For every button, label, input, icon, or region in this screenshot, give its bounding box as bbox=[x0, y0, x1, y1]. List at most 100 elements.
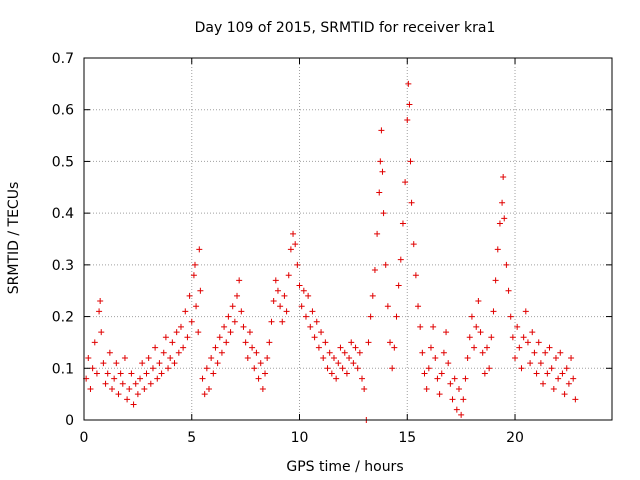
data-point bbox=[537, 360, 544, 367]
data-point bbox=[365, 339, 372, 346]
data-point bbox=[542, 349, 549, 356]
data-point bbox=[395, 282, 402, 289]
data-point bbox=[130, 401, 137, 408]
data-point bbox=[109, 385, 116, 392]
data-point bbox=[352, 344, 359, 351]
y-tick-label: 0.1 bbox=[52, 361, 74, 377]
data-point bbox=[507, 313, 514, 320]
data-point bbox=[410, 241, 417, 248]
data-point bbox=[565, 380, 572, 387]
x-axis-label: GPS time / hours bbox=[286, 459, 403, 475]
data-point bbox=[139, 360, 146, 367]
data-point bbox=[531, 349, 538, 356]
y-tick-label: 0.2 bbox=[52, 310, 74, 326]
data-point bbox=[546, 344, 553, 351]
data-point bbox=[405, 80, 412, 87]
data-point bbox=[544, 370, 551, 377]
data-point bbox=[227, 329, 234, 336]
data-point bbox=[162, 334, 169, 341]
data-point bbox=[379, 168, 386, 175]
data-point bbox=[438, 370, 445, 377]
data-point bbox=[188, 318, 195, 325]
data-point bbox=[137, 375, 144, 382]
data-point bbox=[432, 354, 439, 361]
data-point bbox=[300, 287, 307, 294]
y-axis-ticks: 0 0.1 0.2 0.3 0.4 0.5 0.6 0.7 bbox=[52, 51, 612, 429]
data-point bbox=[477, 329, 484, 336]
data-point bbox=[516, 344, 523, 351]
data-point bbox=[369, 292, 376, 299]
data-point bbox=[221, 323, 228, 330]
data-point bbox=[346, 354, 353, 361]
data-point bbox=[292, 241, 299, 248]
data-point bbox=[270, 298, 277, 305]
data-point bbox=[257, 360, 264, 367]
data-point bbox=[407, 158, 414, 165]
data-point bbox=[145, 354, 152, 361]
y-tick-label: 0.7 bbox=[52, 51, 74, 67]
data-point bbox=[471, 344, 478, 351]
data-point bbox=[218, 349, 225, 356]
data-point bbox=[283, 308, 290, 315]
data-point bbox=[527, 360, 534, 367]
data-point bbox=[499, 199, 506, 206]
data-point bbox=[496, 220, 503, 227]
data-point bbox=[374, 230, 381, 237]
data-point bbox=[451, 375, 458, 382]
data-point bbox=[529, 329, 536, 336]
data-point bbox=[412, 272, 419, 279]
data-point bbox=[535, 339, 542, 346]
y-tick-label: 0 bbox=[65, 413, 74, 429]
plot-frame bbox=[83, 57, 613, 421]
data-point bbox=[231, 318, 238, 325]
y-tick-label: 0.6 bbox=[52, 103, 74, 119]
data-point bbox=[97, 298, 104, 305]
data-point bbox=[520, 334, 527, 341]
data-point bbox=[550, 385, 557, 392]
data-point bbox=[436, 391, 443, 398]
data-point bbox=[393, 313, 400, 320]
data-point bbox=[443, 329, 450, 336]
data-point bbox=[326, 349, 333, 356]
data-point bbox=[572, 396, 579, 403]
x-tick-label: 10 bbox=[291, 430, 309, 446]
data-point bbox=[458, 411, 465, 418]
data-point bbox=[180, 344, 187, 351]
data-point bbox=[341, 349, 348, 356]
data-point bbox=[182, 308, 189, 315]
data-point bbox=[132, 380, 139, 387]
data-point bbox=[186, 292, 193, 299]
data-point bbox=[320, 354, 327, 361]
data-point bbox=[225, 313, 232, 320]
data-point bbox=[193, 303, 200, 310]
data-point bbox=[570, 375, 577, 382]
data-point bbox=[255, 375, 262, 382]
data-point bbox=[190, 272, 197, 279]
data-point bbox=[158, 370, 165, 377]
data-point bbox=[473, 323, 480, 330]
data-point bbox=[96, 308, 103, 315]
data-point bbox=[152, 344, 159, 351]
data-point bbox=[212, 344, 219, 351]
data-point bbox=[242, 339, 249, 346]
data-point bbox=[462, 375, 469, 382]
data-point bbox=[196, 246, 203, 253]
data-point bbox=[382, 261, 389, 268]
data-point bbox=[184, 334, 191, 341]
data-point bbox=[197, 287, 204, 294]
data-point bbox=[324, 365, 331, 372]
data-point bbox=[117, 370, 124, 377]
data-point bbox=[279, 318, 286, 325]
data-point bbox=[343, 370, 350, 377]
data-point bbox=[85, 354, 92, 361]
data-point bbox=[318, 329, 325, 336]
data-point bbox=[234, 292, 241, 299]
data-point bbox=[447, 380, 454, 387]
data-point bbox=[488, 334, 495, 341]
data-point bbox=[335, 360, 342, 367]
data-point bbox=[524, 339, 531, 346]
data-point bbox=[406, 101, 413, 108]
data-point bbox=[481, 370, 488, 377]
data-point bbox=[141, 385, 148, 392]
